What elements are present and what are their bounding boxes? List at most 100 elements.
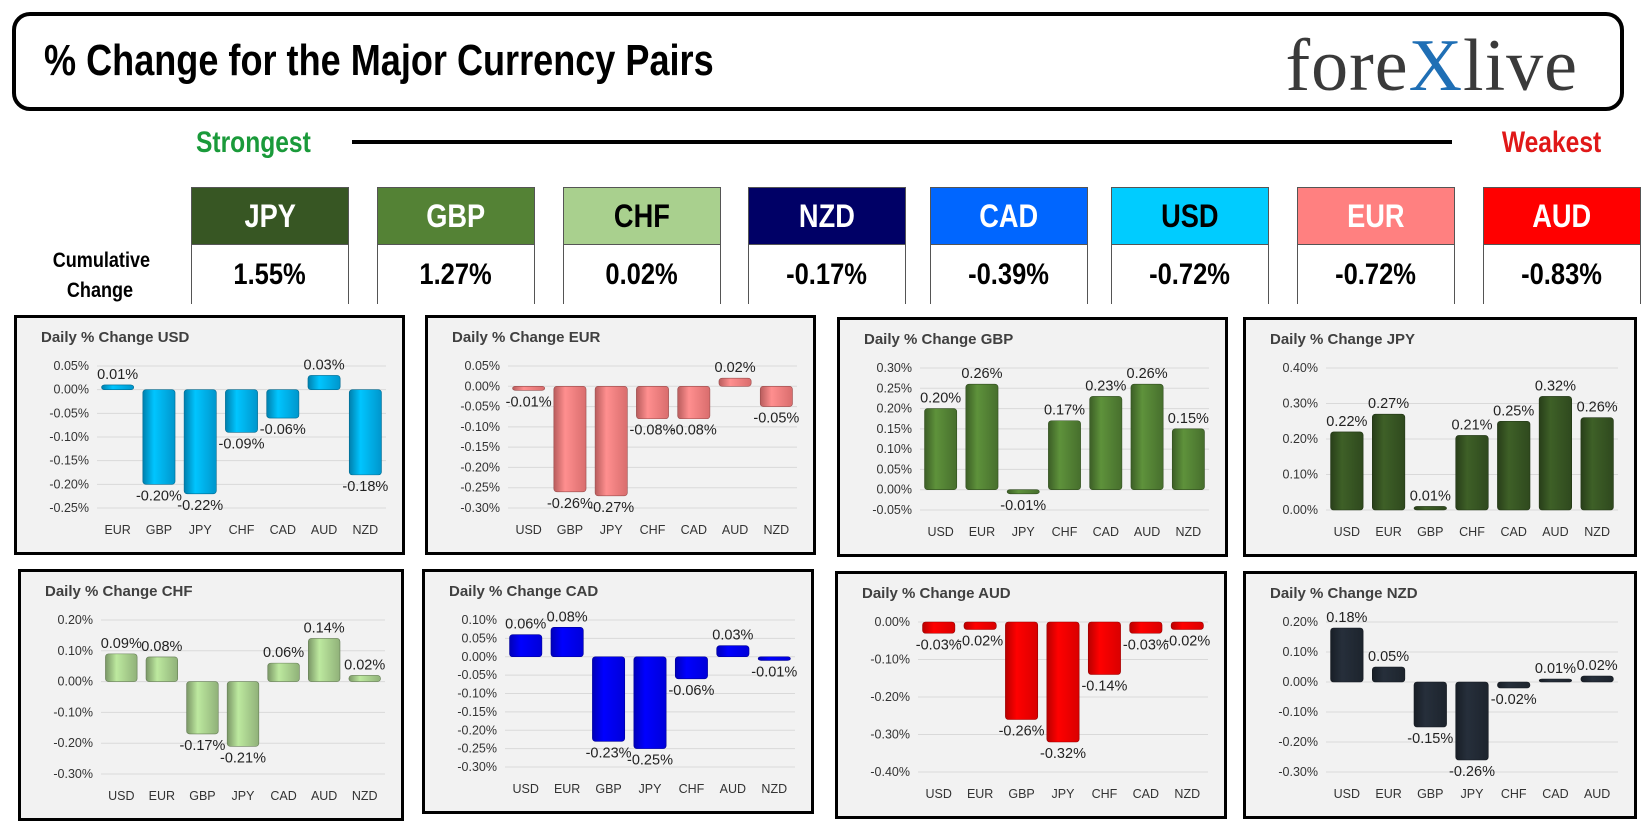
data-label: 0.26% <box>1577 400 1618 416</box>
y-tick-label: -0.20% <box>457 723 497 737</box>
x-tick-label: CHF <box>1052 525 1078 539</box>
bar-jpy <box>1455 681 1489 761</box>
y-tick-label: -0.10% <box>457 687 497 701</box>
x-tick-label: CHF <box>1092 787 1118 801</box>
data-label: -0.15% <box>1407 731 1453 747</box>
data-label: -0.22% <box>177 498 223 514</box>
bar-chf <box>1048 420 1081 491</box>
y-tick-label: 0.05% <box>462 631 497 645</box>
data-label: 0.23% <box>1085 378 1126 394</box>
y-tick-label: 0.05% <box>54 359 89 373</box>
y-tick-label: 0.20% <box>877 402 912 416</box>
bar-eur <box>965 383 999 491</box>
chart-title: Daily % Change USD <box>41 329 190 346</box>
data-label: -0.06% <box>668 683 714 699</box>
bar-jpy <box>594 385 628 497</box>
data-label: -0.02% <box>1164 634 1210 650</box>
bar-chart: Daily % Change AUD 0.00% -0.10% -0.20% -0.30… <box>862 585 1210 801</box>
y-tick-label: 0.30% <box>1283 397 1318 411</box>
y-tick-label: -0.10% <box>460 420 500 434</box>
y-tick-label: -0.05% <box>49 406 89 420</box>
x-tick-label: EUR <box>104 523 130 537</box>
x-tick-label: JPY <box>189 523 213 537</box>
y-tick-label: 0.30% <box>877 361 912 375</box>
x-tick-label: AUD <box>720 782 746 796</box>
bar-nzd <box>759 385 793 407</box>
cumulative-change-value: -0.72% <box>1112 245 1268 304</box>
bar-chart: Daily % Change EUR 0.05% 0.00% -0.05% -0.10%… <box>452 329 799 537</box>
bar-chart: Daily % Change CAD 0.10% 0.05% 0.00% -0.05% -… <box>449 583 797 796</box>
bar-eur <box>145 656 178 682</box>
currency-box-usd: USD -0.72% <box>1111 187 1269 304</box>
chart-title: Daily % Change CAD <box>449 583 598 600</box>
x-tick-label: CAD <box>270 789 296 803</box>
x-tick-label: CHF <box>1501 787 1527 801</box>
x-tick-label: AUD <box>311 523 337 537</box>
currency-box-eur: EUR -0.72% <box>1297 187 1455 304</box>
bar-usd <box>509 634 543 658</box>
x-tick-label: EUR <box>969 525 995 539</box>
y-tick-label: -0.25% <box>460 481 500 495</box>
data-label: 0.02% <box>344 657 385 673</box>
x-tick-label: USD <box>513 782 539 796</box>
y-tick-label: 0.20% <box>58 613 93 627</box>
data-label: -0.08% <box>630 423 676 439</box>
y-tick-label: -0.15% <box>457 705 497 719</box>
bar-chart: Daily % Change USD 0.05% 0.00% -0.05% -0.10%… <box>41 329 388 537</box>
data-label: 0.05% <box>1368 649 1409 665</box>
x-tick-label: CHF <box>679 782 705 796</box>
x-tick-label: CAD <box>1501 525 1527 539</box>
chart-title: Daily % Change GBP <box>864 331 1013 348</box>
bar-chart: Daily % Change CHF 0.20% 0.10% 0.00% -0.10% -… <box>45 583 385 803</box>
data-label: 0.18% <box>1326 610 1367 626</box>
x-tick-label: CHF <box>1459 525 1485 539</box>
x-tick-label: USD <box>926 787 952 801</box>
x-tick-label: JPY <box>232 789 256 803</box>
data-label: -0.08% <box>671 423 717 439</box>
x-tick-label: NZD <box>1584 525 1610 539</box>
cumulative-change-value: 1.55% <box>192 245 348 304</box>
bar-gbp <box>1413 681 1447 728</box>
x-tick-label: NZD <box>764 523 790 537</box>
bar-aud <box>308 638 341 682</box>
y-tick-label: -0.20% <box>53 736 93 750</box>
y-tick-label: 0.00% <box>1283 675 1318 689</box>
y-tick-label: 0.10% <box>1283 645 1318 659</box>
y-tick-label: 0.20% <box>1283 615 1318 629</box>
strength-range-line <box>352 140 1452 144</box>
bar-aud <box>1580 675 1614 683</box>
y-tick-label: 0.00% <box>465 379 500 393</box>
bar-usd <box>924 408 958 491</box>
y-tick-label: 0.15% <box>877 422 912 436</box>
x-tick-label: USD <box>108 789 134 803</box>
bar-chf <box>636 385 669 420</box>
x-tick-label: JPY <box>1012 525 1036 539</box>
bar-chart: Daily % Change GBP 0.30% 0.25% 0.20% 0.15% 0.… <box>864 331 1209 539</box>
data-label: -0.03% <box>916 637 962 653</box>
x-tick-label: CAD <box>1133 787 1159 801</box>
bar-cad <box>1089 396 1123 491</box>
bar-cad <box>677 385 711 420</box>
x-tick-label: AUD <box>1134 525 1160 539</box>
data-label: 0.25% <box>1493 403 1534 419</box>
bar-jpy <box>183 389 217 495</box>
y-tick-label: 0.20% <box>1283 432 1318 446</box>
x-tick-label: GBP <box>1008 787 1034 801</box>
y-tick-label: -0.25% <box>49 501 89 515</box>
chart-title: Daily % Change JPY <box>1270 331 1415 348</box>
bar-aud <box>307 375 341 390</box>
chart-panel-aud: Daily % Change AUD 0.00% -0.10% -0.20% -0.30… <box>835 571 1227 819</box>
currency-box-jpy: JPY 1.55% <box>191 187 349 304</box>
y-tick-label: 0.00% <box>54 383 89 397</box>
x-tick-label: CHF <box>229 523 255 537</box>
currency-code: NZD <box>749 188 905 245</box>
data-label: -0.01% <box>506 394 552 410</box>
cumulative-change-value: -0.72% <box>1298 245 1454 304</box>
x-tick-label: NZD <box>353 523 379 537</box>
bar-gbp <box>1005 621 1039 720</box>
x-tick-label: NZD <box>1174 787 1200 801</box>
cumulative-change-value: -0.17% <box>749 245 905 304</box>
x-tick-label: AUD <box>1584 787 1610 801</box>
x-tick-label: GBP <box>557 523 583 537</box>
chart-panel-usd: Daily % Change USD 0.05% 0.00% -0.05% -0.10%… <box>14 315 405 555</box>
